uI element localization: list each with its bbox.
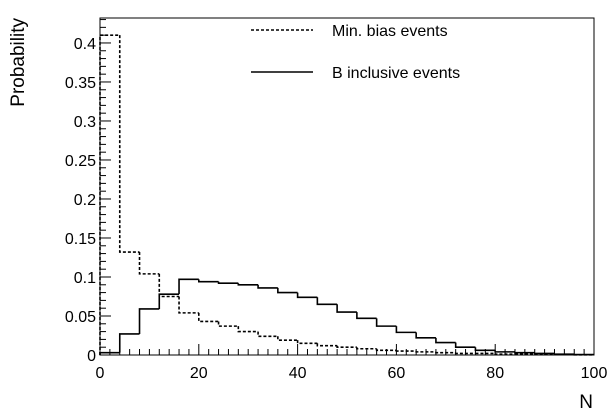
histogram-bin	[118, 35, 140, 253]
histogram-bin	[435, 351, 456, 354]
histogram-bin	[296, 292, 318, 299]
histogram-bin	[277, 287, 298, 294]
histogram-bin	[198, 312, 219, 323]
y-tick-label: 0.2	[74, 192, 96, 209]
legend: Min. bias events B inclusive events	[251, 23, 460, 82]
histogram-bin	[494, 350, 515, 353]
series-min-bias	[99, 34, 594, 356]
histogram-bin	[454, 342, 476, 348]
x-tick-label: 20	[190, 365, 208, 382]
series-layer	[99, 34, 594, 356]
histogram-bin	[375, 348, 397, 352]
x-tick-label: 60	[388, 365, 406, 382]
histogram-bin	[316, 297, 338, 306]
histogram-bin	[99, 351, 120, 355]
x-tick-label: 40	[289, 365, 307, 382]
histogram-bin	[514, 351, 535, 354]
histogram-bin	[395, 350, 417, 352]
x-axis-label: N	[579, 392, 593, 413]
histogram-bin	[435, 337, 456, 344]
y-tick-label: 0.35	[65, 75, 96, 92]
histogram-bin	[237, 283, 259, 286]
y-axis-label: Probability	[8, 18, 29, 107]
histogram-bin	[336, 345, 357, 348]
legend-label-b-inclusive: B inclusive events	[332, 65, 460, 82]
x-axis: 0 20 40 60 80 100	[96, 344, 608, 382]
histogram-bin	[257, 331, 278, 338]
y-tick-label: 0.15	[65, 231, 96, 248]
y-tick-label: 0	[87, 348, 96, 365]
histogram-bin	[237, 326, 259, 333]
histogram-bin	[316, 343, 338, 347]
y-tick-label: 0.05	[65, 309, 96, 326]
histogram-bin	[415, 351, 436, 353]
histogram-bin	[474, 347, 496, 352]
histogram-bin	[158, 293, 180, 309]
histogram-bin	[415, 332, 436, 339]
histogram-bin	[356, 347, 377, 350]
histogram-bin	[217, 321, 239, 327]
histogram-bin	[158, 273, 180, 298]
histogram-bin	[375, 318, 397, 327]
histogram-bin	[178, 278, 199, 295]
histogram-bin	[356, 312, 377, 320]
histogram-bin	[296, 340, 318, 345]
series-b-inclusive	[99, 278, 594, 356]
x-tick-label: 80	[486, 365, 504, 382]
legend-label-min-bias: Min. bias events	[332, 23, 448, 40]
histogram-bin	[395, 326, 417, 334]
histogram-bin	[533, 352, 555, 355]
histogram-bin	[494, 353, 515, 356]
histogram-bin	[99, 34, 120, 355]
y-axis: 0 0.05 0.1 0.15 0.2 0.25 0.3 0.35 0.4	[65, 19, 111, 365]
histogram-bin	[178, 296, 199, 314]
x-tick-label: 0	[96, 365, 105, 382]
y-tick-label: 0.25	[65, 153, 96, 170]
histogram-bin	[257, 284, 278, 289]
histogram-bin	[454, 352, 476, 355]
histogram-bin	[553, 353, 575, 356]
y-tick-label: 0.4	[74, 36, 96, 53]
histogram-bin	[277, 336, 298, 341]
histogram-bin	[118, 333, 140, 353]
y-tick-label: 0.3	[74, 114, 96, 131]
histogram-bin	[138, 252, 160, 275]
histogram-bin	[217, 281, 239, 285]
histogram-bin	[336, 304, 357, 313]
x-tick-label: 100	[581, 365, 608, 382]
histogram-bin	[198, 279, 219, 283]
histogram-bin	[138, 308, 160, 334]
y-tick-label: 0.1	[74, 270, 96, 287]
